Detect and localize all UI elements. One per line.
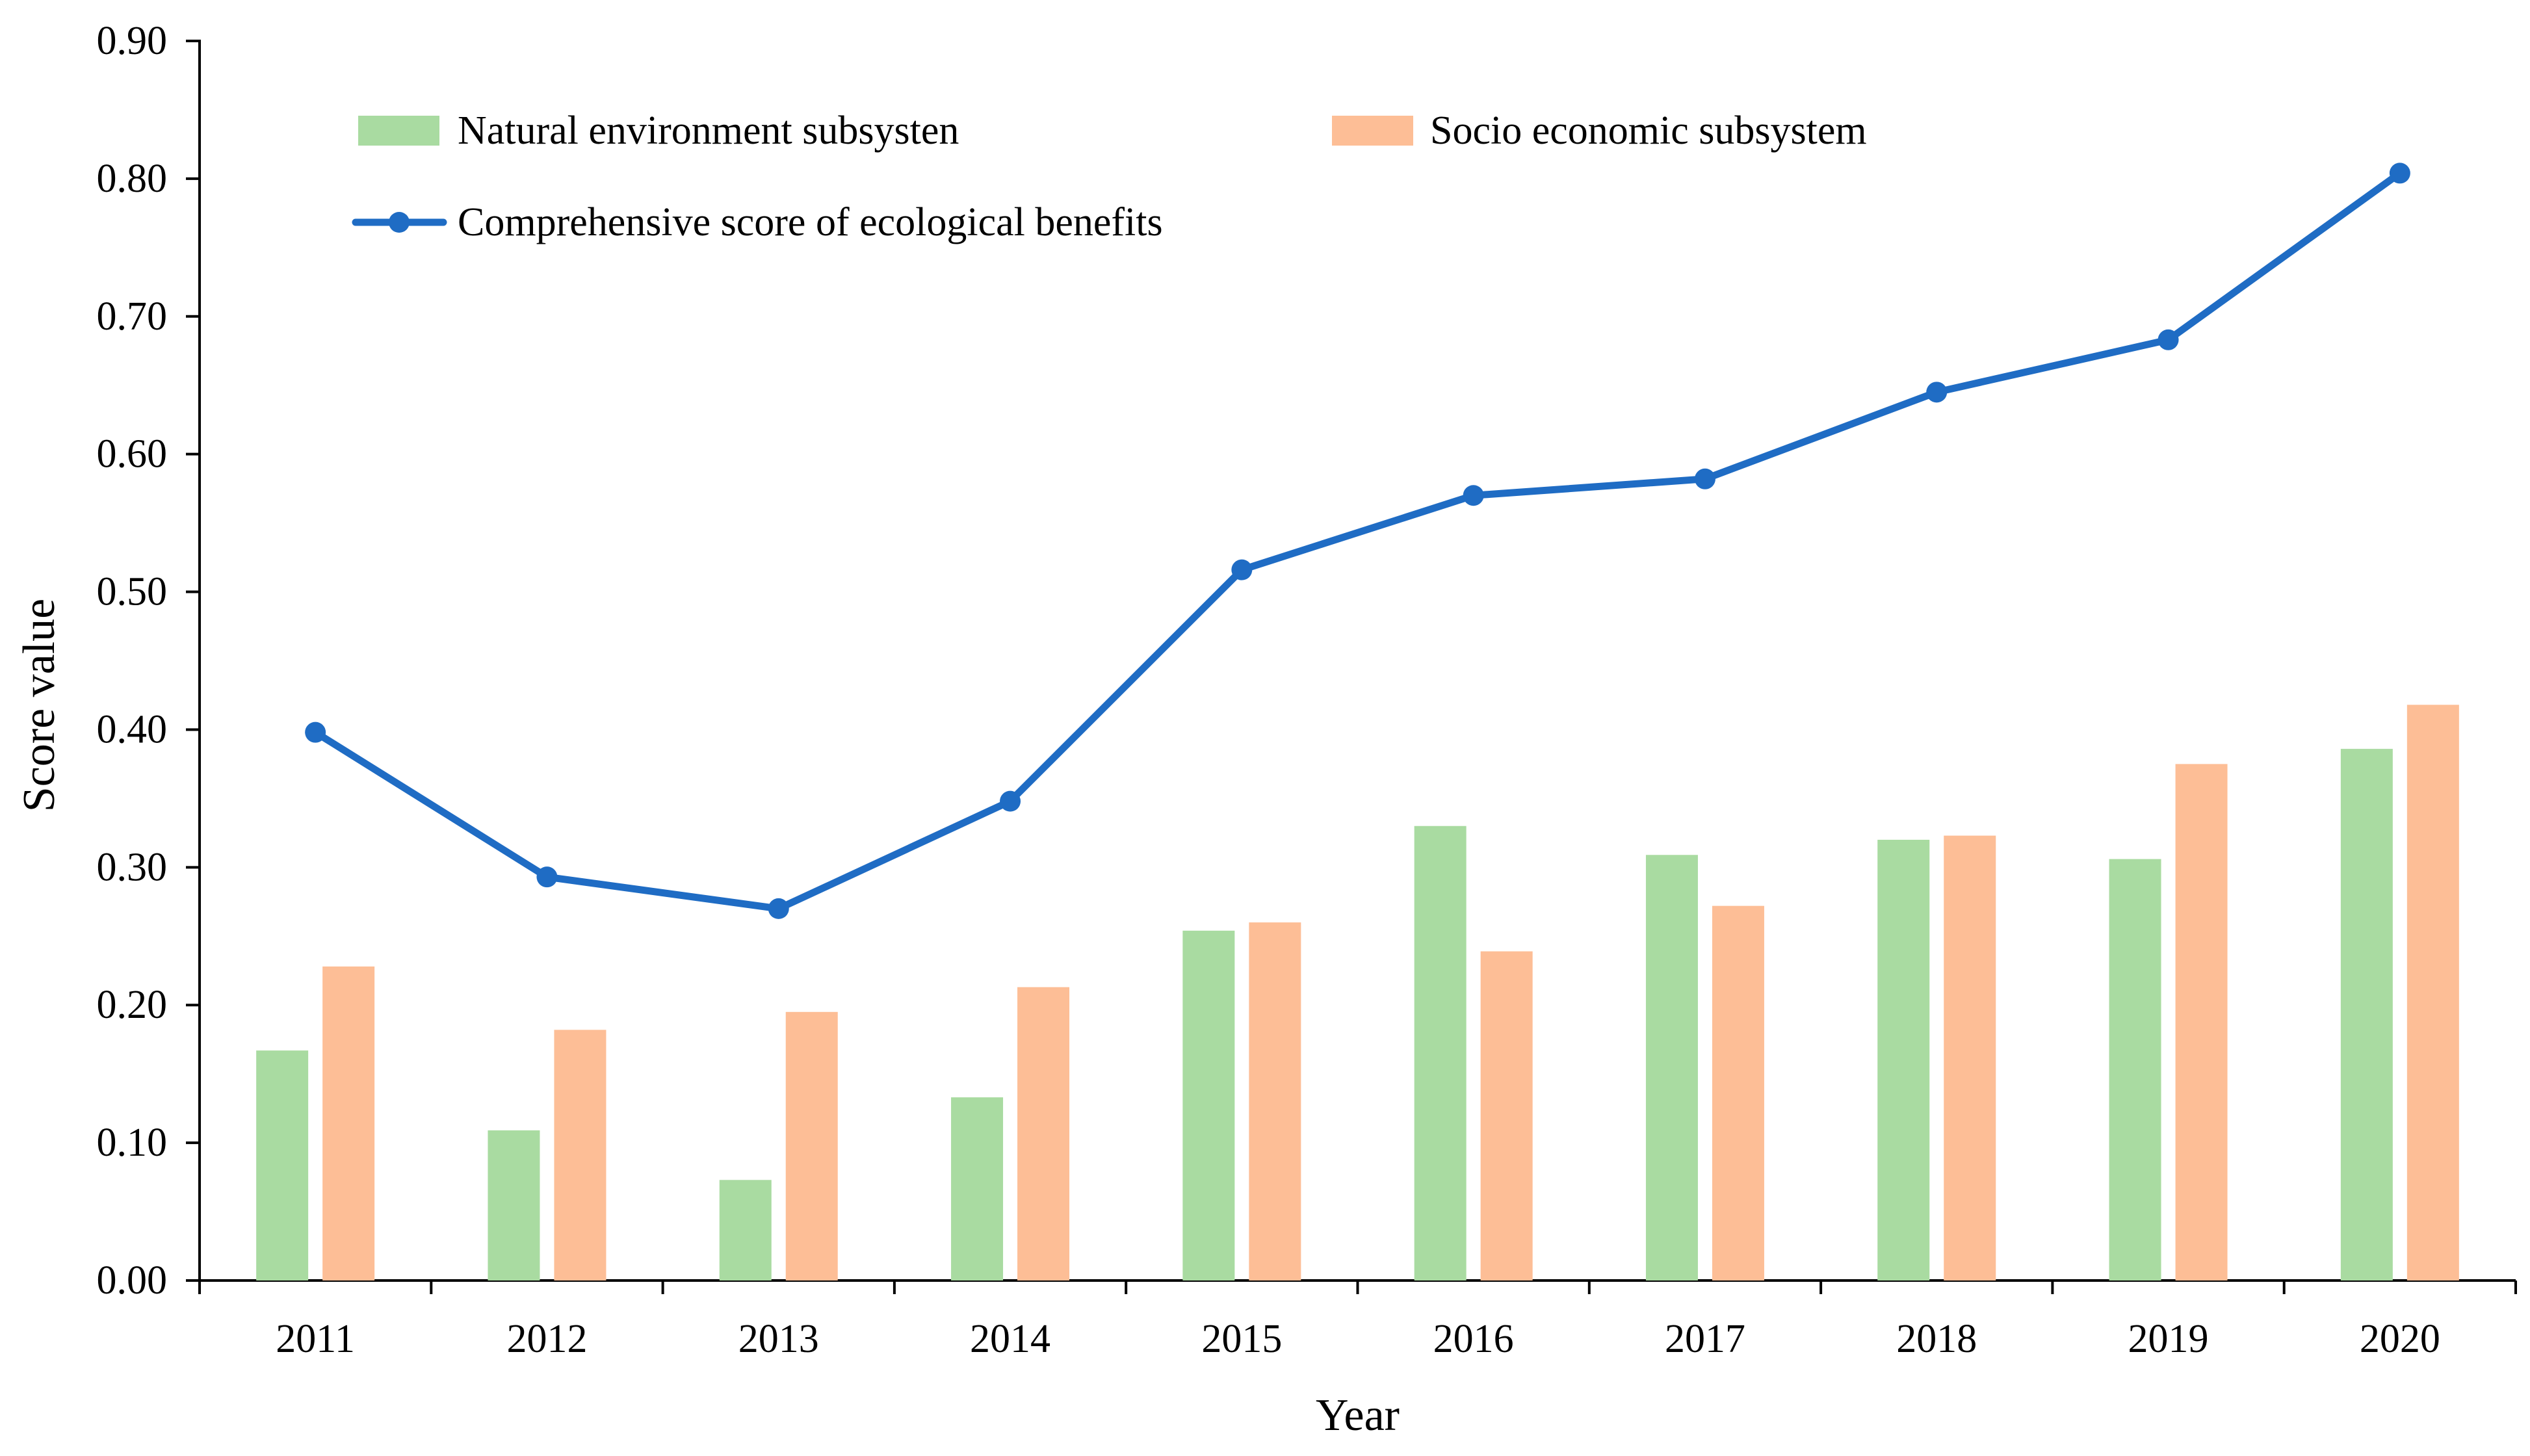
bar-natural	[1645, 855, 1698, 1280]
x-tick-label: 2012	[506, 1317, 587, 1361]
bar-socio	[1249, 922, 1301, 1280]
bar-natural	[488, 1130, 540, 1280]
bar-socio	[1017, 987, 1070, 1280]
legend-label-socio: Socio economic subsystem	[1430, 109, 1867, 153]
comprehensive-point	[1694, 468, 1715, 489]
legend-swatch-natural	[358, 116, 439, 146]
x-axis-title: Year	[1316, 1390, 1400, 1440]
comprehensive-point	[305, 722, 326, 743]
y-tick-label: 0.30	[97, 845, 168, 889]
x-tick-label: 2013	[738, 1317, 819, 1361]
bar-socio	[2175, 764, 2228, 1280]
bar-socio	[322, 966, 375, 1280]
comprehensive-point	[1000, 790, 1021, 812]
bar-natural	[951, 1097, 1004, 1280]
y-tick-label: 0.90	[97, 19, 168, 63]
bar-natural	[256, 1050, 309, 1280]
legend-swatch-socio	[1332, 116, 1413, 146]
bars	[256, 705, 2459, 1280]
legend: Natural environment subsysten Socio econ…	[352, 109, 1867, 244]
x-tick-label: 2015	[1201, 1317, 1282, 1361]
x-tick-label: 2019	[2128, 1317, 2209, 1361]
y-tick-label: 0.70	[97, 294, 168, 339]
bar-natural	[1414, 826, 1467, 1280]
bar-socio	[1712, 905, 1764, 1280]
y-tick-label: 0.40	[97, 707, 168, 751]
bar-natural	[719, 1180, 772, 1280]
x-tick-label: 2011	[276, 1317, 355, 1361]
comprehensive-point	[1926, 382, 1948, 403]
y-axis-title: Score value	[14, 599, 64, 812]
comprehensive-point	[1463, 485, 1484, 506]
bar-natural	[1182, 930, 1235, 1280]
y-tick-label: 0.60	[97, 432, 168, 476]
comprehensive-point	[2389, 162, 2410, 184]
line-series	[305, 162, 2410, 919]
bar-socio	[785, 1011, 838, 1280]
bar-natural	[2109, 859, 2161, 1280]
x-tick-label: 2018	[1896, 1317, 1977, 1361]
y-tick-label: 0.10	[97, 1121, 168, 1165]
x-tick-label: 2016	[1433, 1317, 1514, 1361]
x-ticks: 2011 2012 2013 2014 2015 2016 2017 2018 2019 2020	[198, 1280, 2517, 1361]
bar-socio	[1944, 835, 1996, 1280]
x-tick-label: 2020	[2360, 1317, 2440, 1361]
y-tick-label: 0.50	[97, 570, 168, 614]
comprehensive-point	[2158, 329, 2179, 350]
comprehensive-point	[768, 898, 789, 919]
comprehensive-point	[536, 866, 558, 888]
y-tick-label: 0.20	[97, 983, 168, 1027]
bar-socio	[554, 1030, 606, 1280]
bar-natural	[2340, 749, 2393, 1280]
y-ticks: 0.00 0.10 0.20 0.30 0.40 0.50 0.60 0.70 0.80 0.90	[97, 19, 200, 1303]
comprehensive-line	[311, 169, 2404, 913]
x-tick-label: 2017	[1665, 1317, 1745, 1361]
legend-label-natural: Natural environment subsysten	[458, 109, 959, 153]
x-tick-label: 2014	[970, 1317, 1050, 1361]
bar-socio	[2406, 705, 2459, 1280]
legend-label-comprehensive: Comprehensive score of ecological benefi…	[458, 200, 1163, 244]
bar-socio	[1480, 951, 1533, 1280]
bar-natural	[1877, 839, 1930, 1280]
y-tick-label: 0.80	[97, 157, 168, 201]
y-tick-label: 0.00	[97, 1258, 168, 1303]
legend-swatch-comprehensive-marker	[389, 212, 410, 233]
comprehensive-point	[1231, 559, 1253, 580]
